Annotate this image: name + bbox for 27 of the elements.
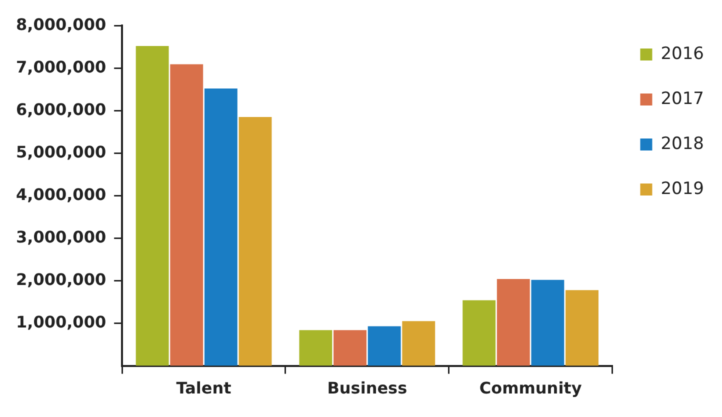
bar [136, 46, 169, 366]
bar [170, 64, 204, 366]
bar [238, 117, 272, 366]
bar [462, 300, 496, 366]
legend-label: 2018 [660, 134, 704, 154]
bar [496, 279, 530, 366]
legend-label: 2017 [660, 88, 704, 109]
y-tick-label: 3,000,000 [16, 227, 106, 246]
x-tick-label: Talent [176, 378, 232, 398]
bar [566, 290, 598, 366]
y-tick-label: 1,000,000 [16, 312, 106, 332]
bar [531, 280, 564, 366]
y-tick-label: 5,000,000 [16, 142, 106, 162]
bar [334, 330, 366, 366]
y-tick-label: 4,000,000 [16, 184, 106, 204]
x-tick-label: Community [479, 378, 582, 398]
y-tick-label: 8,000,000 [16, 14, 106, 34]
bar [402, 321, 436, 366]
y-tick-label: 6,000,000 [16, 100, 106, 119]
bar [299, 330, 332, 366]
bar [368, 326, 401, 366]
y-tick-label: 7,000,000 [16, 57, 106, 76]
y-tick-label: 2,000,000 [16, 270, 106, 289]
bar [204, 88, 238, 366]
legend-label: 2016 [660, 44, 704, 64]
legend-label: 2019 [660, 178, 704, 199]
x-tick-label: Business [327, 378, 408, 398]
